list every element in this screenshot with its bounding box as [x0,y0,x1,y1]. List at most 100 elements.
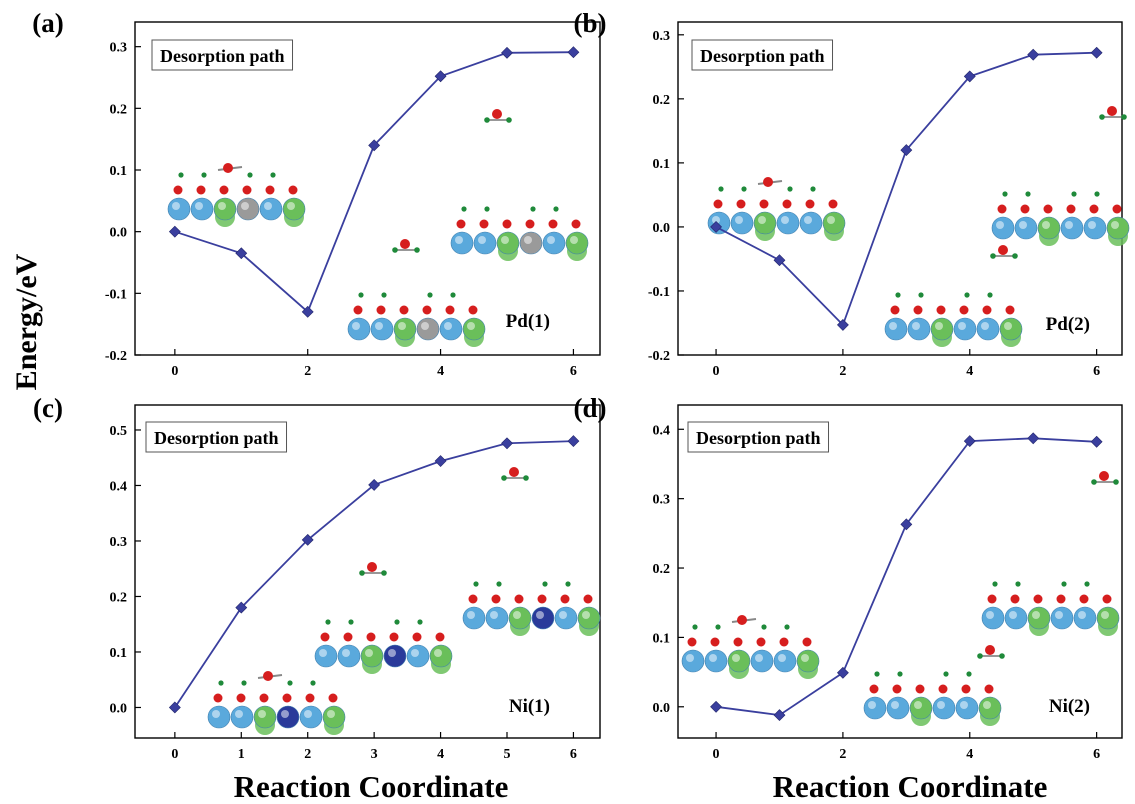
metal-atom [707,211,731,235]
atom-highlight [218,202,226,210]
atom-highlight [935,322,943,330]
x-axis-label-right: Reaction Coordinate [773,769,1048,804]
metal-atom [429,644,453,668]
metal-atom [393,317,417,341]
atom-highlight [960,701,968,709]
surface-structure [450,206,589,261]
hydrogen-atom [992,581,998,587]
water-molecule [1099,106,1127,120]
atom-highlight [570,236,578,244]
metal-atom [1050,606,1074,630]
hydrogen-atom [1012,253,1018,259]
hydrogen-atom [990,253,996,259]
hydrogen-atom [381,292,387,298]
metal-atom [953,317,977,341]
hydrogen-atom [287,680,293,686]
atom-highlight [758,216,766,224]
y-axis-label: Energy/eV [10,253,43,390]
data-point [567,435,580,447]
oxygen-atom [736,199,746,209]
metal-atom [383,644,407,668]
metal-atom [978,696,1002,720]
plot-frame [677,21,1123,356]
x-tick-label: 1 [238,747,245,762]
atom-highlight [342,649,350,657]
metal-atom [907,317,931,341]
surface-structure [991,191,1130,246]
metal-atom [753,211,777,235]
oxygen-atom [936,305,946,315]
oxygen-atom [756,637,766,647]
y-tick-label: -0.1 [648,285,670,300]
hydrogen-atom [977,653,983,659]
hydrogen-atom [359,570,365,576]
oxygen-atom [915,684,925,694]
x-tick-label: 6 [570,364,577,379]
hydrogen-atom [553,206,559,212]
data-point [963,435,976,447]
surface-structure [347,292,486,347]
oxygen-atom [713,199,723,209]
atom-highlight [801,654,809,662]
hydrogen-atom [784,624,790,630]
oxygen-atom [288,185,298,195]
metal-atom [799,211,823,235]
oxygen-atom [763,177,773,187]
atom-highlight [490,611,498,619]
atom-highlight [365,649,373,657]
annotation-box-label: Desorption path [154,428,279,448]
hydrogen-atom [381,570,387,576]
data-point [368,139,381,152]
oxygen-atom [583,594,593,604]
metal-atom [981,606,1005,630]
hydrogen-atom [394,619,400,625]
x-tick-label: 0 [713,747,720,762]
site-label: Pd(1) [506,311,550,332]
oxygen-atom [759,199,769,209]
water-molecule [977,645,1005,659]
y-tick-label: 0.2 [110,102,128,117]
metal-atom [776,211,800,235]
atom-highlight [444,322,452,330]
data-point [368,478,381,491]
surface-structure [681,615,820,679]
data-point [235,601,248,614]
atom-highlight [327,710,335,718]
oxygen-atom [961,684,971,694]
hydrogen-atom [523,475,529,481]
y-tick-label: 0.2 [653,93,671,108]
data-point [710,700,722,713]
atom-highlight [195,202,203,210]
atom-highlight [264,202,272,210]
data-point [1027,48,1040,61]
metal-atom [1083,216,1107,240]
hydrogen-atom [1113,479,1119,485]
data-point [501,437,513,450]
panels: (a) -0.2 -0.1 0.0 0.1 0.2 0.3 0 2 4 6 Desorption pa… [32,8,1130,762]
metal-atom [314,644,338,668]
hydrogen-atom [761,624,767,630]
atom-highlight [455,236,463,244]
oxygen-atom [938,684,948,694]
hydrogen-atom [1091,479,1097,485]
surface-structure [981,581,1120,636]
x-tick-label: 5 [504,747,511,762]
y-tick-label: 0.2 [653,562,671,577]
metal-atom [360,644,384,668]
hydrogen-atom [1071,191,1077,197]
metal-atom [190,197,214,221]
y-tick-label: 0.0 [653,221,671,236]
oxygen-atom [998,245,1008,255]
series-line [174,51,574,314]
x-tick-label: 0 [713,364,720,379]
oxygen-atom [479,219,489,229]
surface-structure [707,177,846,241]
data-point [1090,46,1103,59]
oxygen-atom [514,594,524,604]
metal-atom [727,649,751,673]
x-tick-label: 2 [304,364,311,379]
plot-frame [134,404,601,739]
panel-letter: (a) [32,8,63,38]
oxygen-atom [213,693,223,703]
